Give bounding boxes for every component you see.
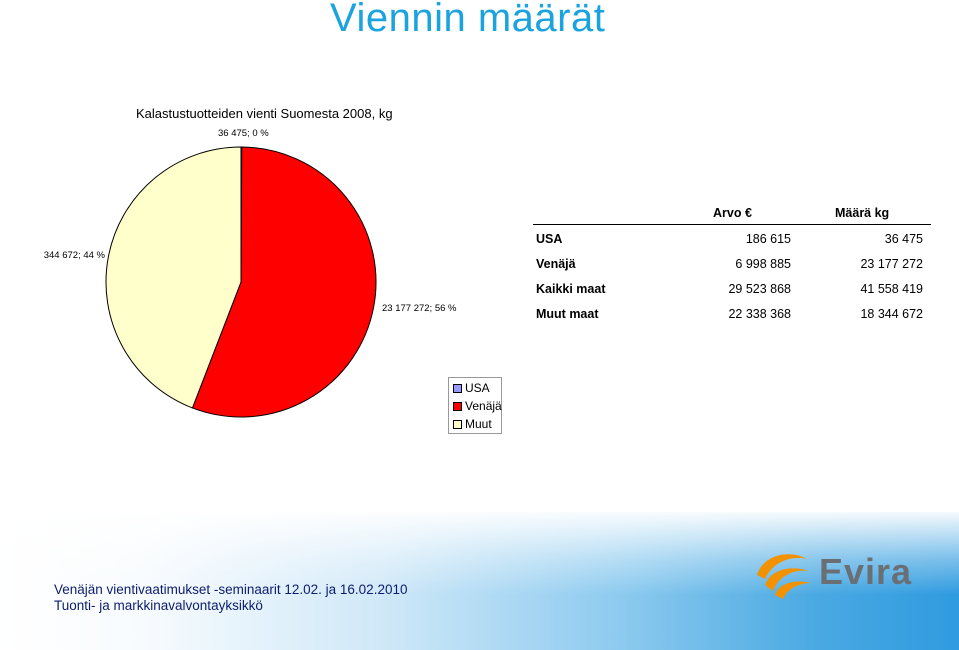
legend-label: Venäjä	[465, 399, 502, 413]
pie-chart: 36 475; 0 % 23 177 272; 56 % 344 672; 44 %	[44, 128, 457, 418]
table-cell-maara: 18 344 672	[860, 307, 923, 321]
slide-title: Viennin määrät	[330, 0, 606, 40]
table-row: USA 186 615 36 475	[533, 232, 933, 252]
legend-swatch-muut	[453, 420, 462, 429]
table-cell-arvo: 29 523 868	[728, 282, 791, 296]
footer-seminar-text: Venäjän vientivaatimukset -seminaarit 12…	[54, 582, 408, 597]
footer-band	[0, 512, 959, 650]
table-header-arvo: Arvo €	[713, 206, 752, 220]
legend-swatch-usa	[453, 384, 462, 393]
table-row: Muut maat 22 338 368 18 344 672	[533, 307, 933, 327]
chart-legend: USA Venäjä Muut	[448, 377, 502, 434]
pie-data-label: 23 177 272; 56 %	[382, 303, 457, 314]
table-cell-name: Muut maat	[536, 307, 599, 321]
legend-label: USA	[465, 381, 490, 395]
table-header-maara: Määrä kg	[835, 206, 890, 220]
table-header-rule	[533, 224, 931, 225]
pie-data-label: 344 672; 44 %	[44, 250, 106, 261]
table-row: Venäjä 6 998 885 23 177 272	[533, 257, 933, 277]
table-row: Kaikki maat 29 523 868 41 558 419	[533, 282, 933, 302]
pie-slice-ven-j-	[191, 146, 377, 418]
evira-logo-text: Evira	[819, 551, 913, 592]
pie-slice-muut	[105, 146, 242, 409]
evira-logo: Evira	[749, 545, 913, 605]
legend-label: Muut	[465, 417, 492, 431]
table-cell-arvo: 22 338 368	[728, 307, 791, 321]
table-cell-arvo: 6 998 885	[735, 257, 791, 271]
table-cell-maara: 41 558 419	[860, 282, 923, 296]
table-cell-name: USA	[536, 232, 563, 246]
footer-gradient	[0, 512, 959, 650]
footer-unit-text: Tuonti- ja markkinavalvontayksikkö	[54, 598, 263, 613]
table-cell-name: Venäjä	[536, 257, 576, 271]
legend-swatch-venaja	[453, 402, 462, 411]
pie-data-label: 36 475; 0 %	[218, 128, 269, 139]
table-cell-maara: 36 475	[884, 232, 923, 246]
table-cell-name: Kaikki maat	[536, 282, 606, 296]
evira-swirl-icon	[757, 554, 811, 599]
table-cell-arvo: 186 615	[745, 232, 791, 246]
chart-title: Kalastustuotteiden vienti Suomesta 2008,…	[136, 106, 393, 121]
table-cell-maara: 23 177 272	[860, 257, 923, 271]
